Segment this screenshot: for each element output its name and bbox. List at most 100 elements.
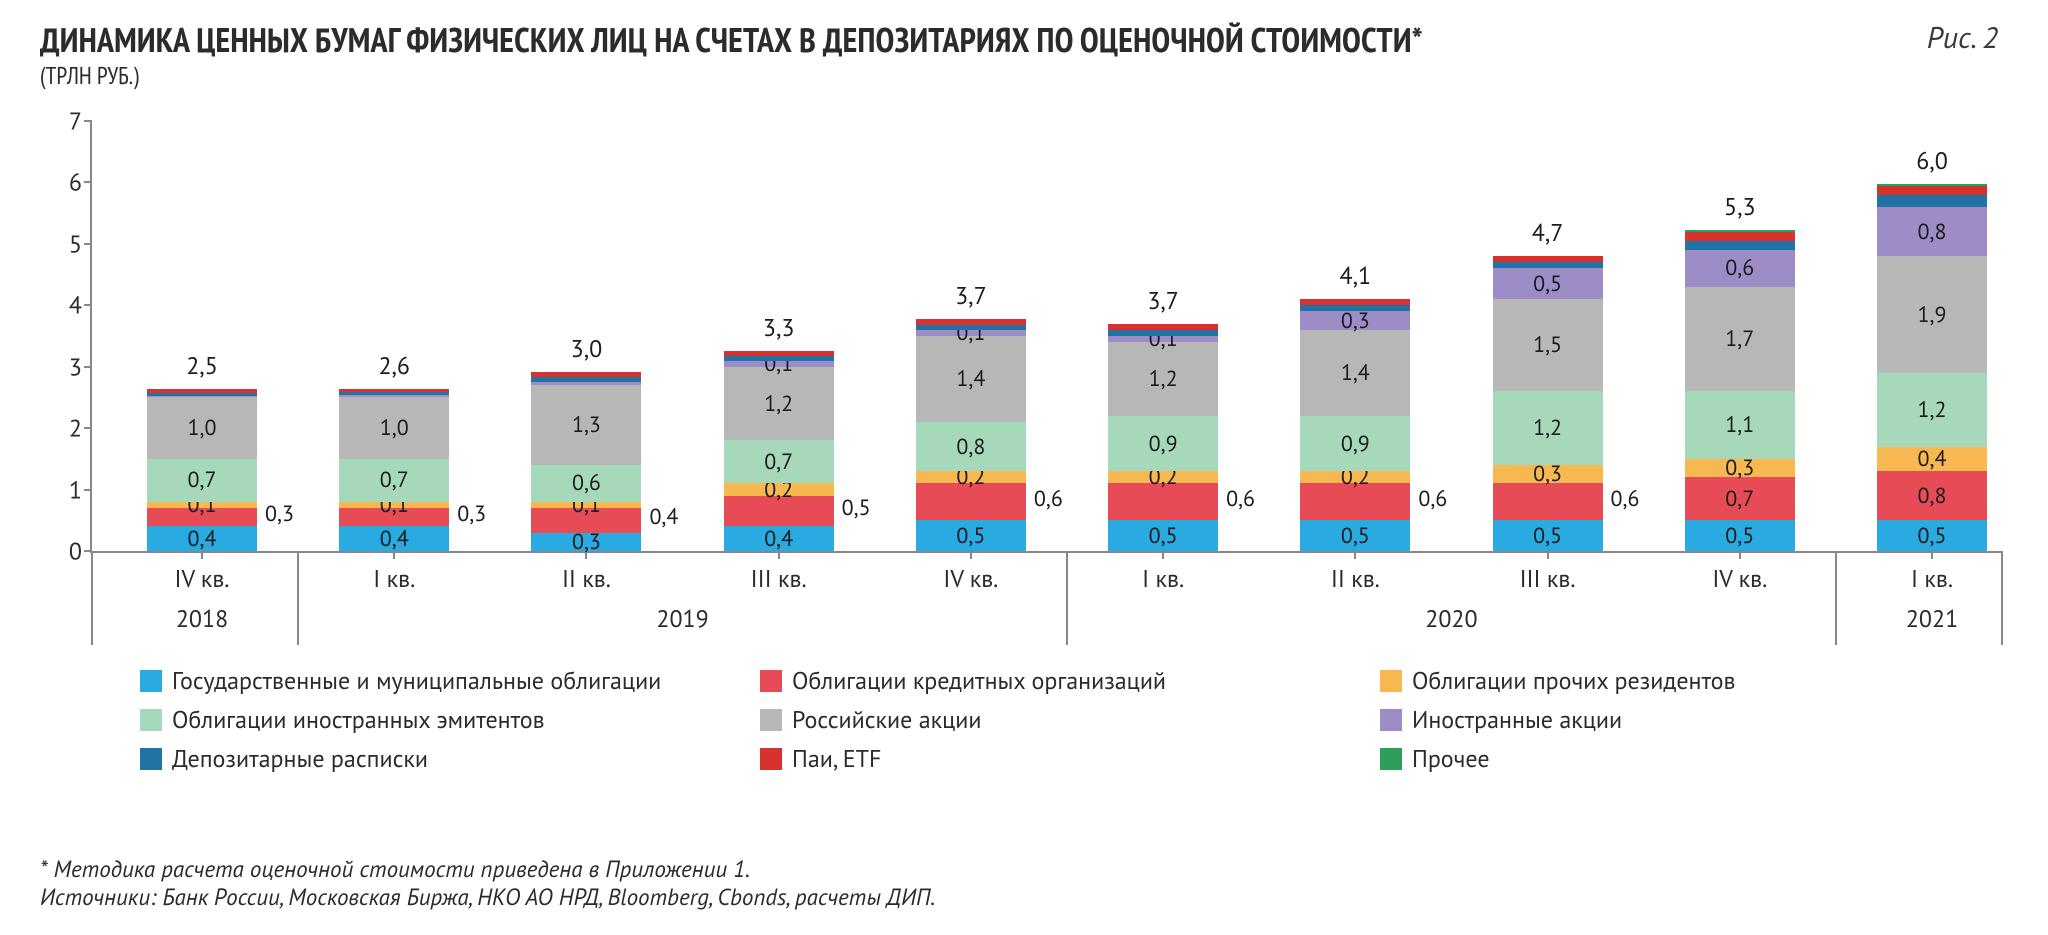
x-year-label: 2018 [176, 603, 228, 634]
bar-segment-credit [1108, 483, 1218, 520]
bar-segment-ru_eq [147, 397, 257, 458]
bar-total-label: 3,7 [1147, 285, 1179, 316]
legend-swatch [760, 670, 782, 692]
x-quarter-label: I кв. [1142, 563, 1184, 594]
bar-group: 0,50,20,81,40,13,70,6 [916, 319, 1026, 551]
x-quarter-label: II кв. [1331, 563, 1380, 594]
bar-segment-gov [916, 520, 1026, 551]
bar-segment-foreign_b [339, 459, 449, 502]
side-value-label: 0,3 [265, 500, 294, 528]
x-quarter-label: IV кв. [1712, 563, 1767, 594]
bar-segment-other_r [1685, 459, 1795, 477]
legend-swatch [140, 709, 162, 731]
bar-segment-for_eq [1493, 268, 1603, 299]
bar-total-label: 3,3 [763, 312, 795, 343]
bar-segment-etf [1685, 232, 1795, 241]
bar-segment-dr [916, 325, 1026, 330]
bar-segment-etf [1493, 256, 1603, 262]
bar-segment-foreign_b [1300, 416, 1410, 471]
legend-label: Облигации прочих резидентов [1412, 665, 1736, 696]
legend-item: Облигации кредитных организаций [760, 665, 1360, 696]
bar-segment-foreign_b [1685, 391, 1795, 459]
bar-segment-other [1877, 184, 1987, 185]
bar-segment-ru_eq [531, 385, 641, 465]
bar-segment-for_eq [724, 361, 834, 367]
bar-segment-dr [339, 392, 449, 395]
side-value-label: 0,6 [1418, 485, 1447, 513]
bar-segment-ru_eq [1685, 287, 1795, 391]
legend-swatch [140, 748, 162, 770]
bar-group: 0,50,70,31,11,70,65,3 [1685, 230, 1795, 551]
bar-segment-other_r [1300, 471, 1410, 483]
bar-segment-foreign_b [531, 465, 641, 502]
bar-segment-dr [1493, 262, 1603, 268]
legend-item: Иностранные акции [1380, 704, 1980, 735]
bar-segment-other_r [147, 502, 257, 508]
y-tick-label: 2 [69, 413, 82, 444]
bar-segment-gov [1877, 520, 1987, 551]
legend-swatch [1380, 709, 1402, 731]
legend-label: Паи, ETF [792, 743, 881, 774]
plot-area: 0,40,10,71,02,50,3IV кв.0,40,10,71,02,60… [90, 121, 2002, 553]
bar-segment-dr [1300, 305, 1410, 311]
figure-page: ДИНАМИКА ЦЕННЫХ БУМАГ ФИЗИЧЕСКИХ ЛИЦ НА … [0, 0, 2048, 935]
legend-item: Облигации прочих резидентов [1380, 665, 1980, 696]
bar-segment-other [1685, 230, 1795, 231]
bar-total-label: 3,0 [571, 333, 603, 364]
bar-segment-foreign_b [1108, 416, 1218, 471]
bar-group: 0,40,10,71,02,60,3 [339, 389, 449, 551]
bar-segment-credit [724, 496, 834, 527]
bar-segment-foreign_b [1877, 373, 1987, 447]
bar-segment-ru_eq [1877, 256, 1987, 373]
bar-segment-for_eq [1108, 336, 1218, 342]
bar-segment-dr [1877, 195, 1987, 207]
y-tick-label: 7 [69, 106, 82, 137]
bar-group: 0,50,20,91,20,13,70,6 [1108, 324, 1218, 551]
bar-segment-foreign_b [147, 459, 257, 502]
bar-segment-other_r [1493, 465, 1603, 483]
bar-segment-gov [147, 526, 257, 551]
bar-segment-for_eq [339, 395, 449, 397]
legend-label: Облигации иностранных эмитентов [172, 704, 545, 735]
bar-segment-ru_eq [916, 336, 1026, 422]
bar-total-label: 2,6 [378, 350, 410, 381]
x-quarter-label: IV кв. [175, 563, 230, 594]
bar-segment-credit [1877, 471, 1987, 520]
bar-group: 0,30,10,61,33,00,4 [531, 372, 641, 551]
bar-segment-etf [531, 372, 641, 377]
x-quarter-label: IV кв. [943, 563, 998, 594]
page-title: ДИНАМИКА ЦЕННЫХ БУМАГ ФИЗИЧЕСКИХ ЛИЦ НА … [40, 18, 1423, 62]
legend-label: Облигации кредитных организаций [792, 665, 1166, 696]
x-year-label: 2019 [656, 603, 708, 634]
bar-segment-other_r [339, 502, 449, 508]
side-value-label: 0,6 [1034, 485, 1063, 513]
bar-segment-gov [724, 526, 834, 551]
bar-segment-for_eq [531, 382, 641, 385]
bar-segment-dr [531, 377, 641, 382]
bar-segment-gov [1493, 520, 1603, 551]
bar-segment-ru_eq [724, 367, 834, 441]
bar-segment-gov [1300, 520, 1410, 551]
page-subtitle: (ТРЛН РУБ.) [40, 60, 1423, 91]
y-tick-label: 1 [69, 474, 82, 505]
legend-label: Депозитарные расписки [172, 743, 428, 774]
bar-segment-other_r [916, 471, 1026, 483]
bar-total-label: 4,7 [1532, 217, 1564, 248]
side-value-label: 0,4 [649, 503, 678, 531]
x-quarter-label: I кв. [373, 563, 415, 594]
figure-number: Рис. 2 [1927, 18, 2008, 57]
bar-total-label: 6,0 [1916, 145, 1948, 176]
bar-group: 0,40,20,71,20,13,30,5 [724, 351, 834, 551]
y-tick-label: 0 [69, 536, 82, 567]
bar-segment-ru_eq [339, 397, 449, 458]
legend-item: Прочее [1380, 743, 1980, 774]
legend-swatch [760, 748, 782, 770]
legend-swatch [1380, 670, 1402, 692]
bar-group: 0,40,10,71,02,50,3 [147, 389, 257, 551]
bar-group: 0,50,80,41,21,90,86,0 [1877, 184, 1987, 551]
side-value-label: 0,6 [1226, 485, 1255, 513]
legend-swatch [760, 709, 782, 731]
legend-label: Российские акции [792, 704, 981, 735]
bar-segment-for_eq [916, 330, 1026, 336]
bar-segment-credit [339, 508, 449, 526]
